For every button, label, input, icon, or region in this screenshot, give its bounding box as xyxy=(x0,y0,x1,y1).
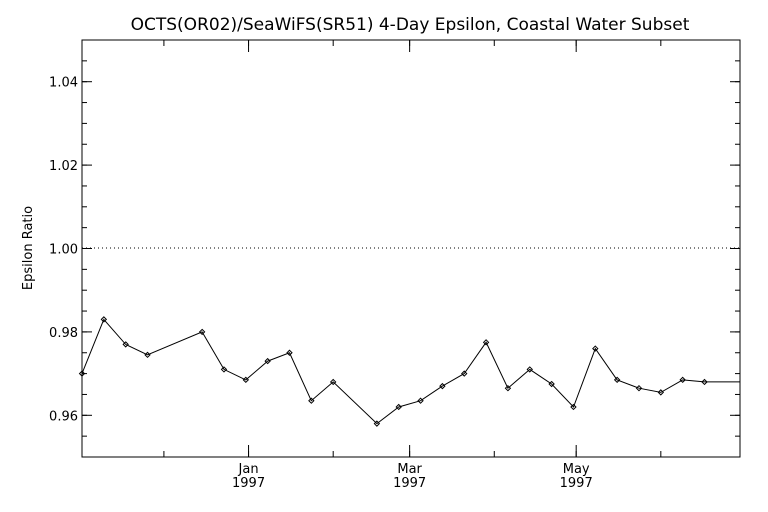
data-markers xyxy=(78,316,708,427)
x-tick-label-month: May xyxy=(563,462,590,477)
data-point-marker xyxy=(100,316,108,323)
y-tick-label: 0.96 xyxy=(49,409,78,424)
data-point-marker xyxy=(417,397,424,404)
data-point-marker xyxy=(548,380,555,388)
data-point-marker xyxy=(286,349,293,356)
data-point-marker xyxy=(242,376,250,384)
data-point-marker xyxy=(613,376,621,384)
data-point-marker xyxy=(526,366,533,373)
data-point-marker xyxy=(679,376,686,384)
y-axis-label: Epsilon Ratio xyxy=(21,206,36,290)
y-tick-label: 1.02 xyxy=(49,159,78,174)
data-point-marker xyxy=(264,357,271,365)
x-tick-label-year: 1997 xyxy=(560,476,593,491)
data-point-marker xyxy=(395,403,402,411)
chart-title: OCTS(OR02)/SeaWiFS(SR51) 4-Day Epsilon, … xyxy=(131,15,690,35)
data-point-marker xyxy=(701,378,708,386)
data-point-marker xyxy=(122,341,129,348)
data-point-marker xyxy=(439,382,446,390)
x-tick-label-year: 1997 xyxy=(232,476,265,491)
data-point-marker xyxy=(482,339,490,346)
y-tick-label: 1.04 xyxy=(49,76,78,91)
data-point-marker xyxy=(570,403,577,411)
data-point-marker xyxy=(198,328,206,336)
x-tick-label-month: Jan xyxy=(238,462,259,477)
data-point-marker xyxy=(504,384,512,392)
x-tick-label-month: Mar xyxy=(397,462,422,477)
data-point-marker xyxy=(220,366,228,373)
y-axis-ticks: 0.96 0.98 1.00 1.02 1.04 xyxy=(49,76,740,424)
x-tick-label-year: 1997 xyxy=(393,476,426,491)
data-point-marker xyxy=(461,370,468,377)
data-point-marker xyxy=(329,378,337,386)
data-point-marker xyxy=(144,351,151,359)
y-tick-label: 1.00 xyxy=(49,243,78,258)
y-tick-label: 0.98 xyxy=(49,326,78,341)
data-point-marker xyxy=(635,384,643,392)
series-line xyxy=(81,318,740,425)
data-point-marker xyxy=(373,420,381,427)
data-point-marker xyxy=(657,389,665,396)
data-point-marker xyxy=(308,397,315,404)
data-point-marker xyxy=(592,345,599,352)
data-point-marker xyxy=(78,370,86,377)
